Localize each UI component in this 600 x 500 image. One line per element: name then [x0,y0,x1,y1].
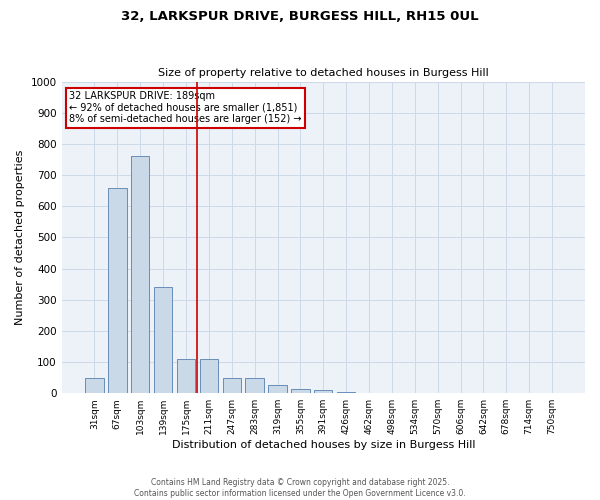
Title: Size of property relative to detached houses in Burgess Hill: Size of property relative to detached ho… [158,68,488,78]
Bar [200,359,218,393]
Bar [108,188,127,393]
Bar [85,378,104,393]
Bar [337,392,355,393]
Text: Contains HM Land Registry data © Crown copyright and database right 2025.
Contai: Contains HM Land Registry data © Crown c… [134,478,466,498]
Text: 32, LARKSPUR DRIVE, BURGESS HILL, RH15 0UL: 32, LARKSPUR DRIVE, BURGESS HILL, RH15 0… [121,10,479,23]
Bar [131,156,149,393]
X-axis label: Distribution of detached houses by size in Burgess Hill: Distribution of detached houses by size … [172,440,475,450]
Bar [314,390,332,393]
Bar [291,388,310,393]
Y-axis label: Number of detached properties: Number of detached properties [15,150,25,325]
Bar [223,378,241,393]
Bar [177,359,195,393]
Bar [268,386,287,393]
Bar [245,378,264,393]
Text: 32 LARKSPUR DRIVE: 189sqm
← 92% of detached houses are smaller (1,851)
8% of sem: 32 LARKSPUR DRIVE: 189sqm ← 92% of detac… [70,91,302,124]
Bar [154,287,172,393]
